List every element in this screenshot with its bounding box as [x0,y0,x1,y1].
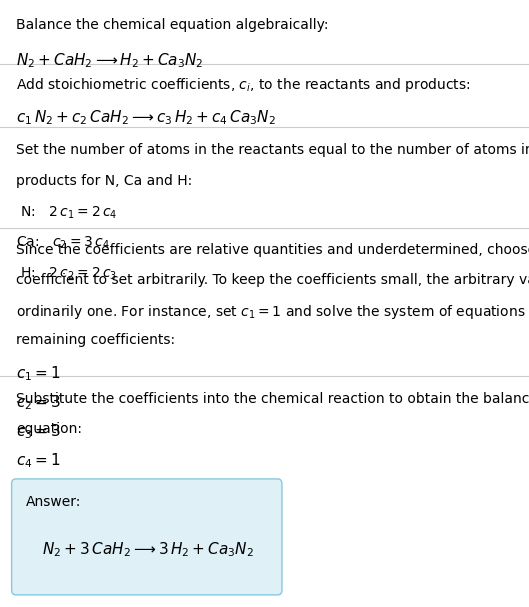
Text: Answer:: Answer: [25,495,81,509]
Text: Ca:   $c_2 = 3\,c_4$: Ca: $c_2 = 3\,c_4$ [16,235,110,251]
Text: $c_1 = 1$: $c_1 = 1$ [16,364,60,383]
Text: Set the number of atoms in the reactants equal to the number of atoms in the: Set the number of atoms in the reactants… [16,143,529,157]
Text: H:   $2\,c_2 = 2\,c_3$: H: $2\,c_2 = 2\,c_3$ [16,265,117,282]
FancyBboxPatch shape [12,479,282,595]
Text: $c_1\, N_2 + c_2\, CaH_2 \longrightarrow c_3\, H_2 + c_4\, Ca_3N_2$: $c_1\, N_2 + c_2\, CaH_2 \longrightarrow… [16,109,276,127]
Text: $c_3 = 3$: $c_3 = 3$ [16,422,61,441]
Text: coefficient to set arbitrarily. To keep the coefficients small, the arbitrary va: coefficient to set arbitrarily. To keep … [16,273,529,287]
Text: ordinarily one. For instance, set $c_1 = 1$ and solve the system of equations fo: ordinarily one. For instance, set $c_1 =… [16,303,529,321]
Text: N:   $2\,c_1 = 2\,c_4$: N: $2\,c_1 = 2\,c_4$ [16,205,117,222]
Text: Since the coefficients are relative quantities and underdetermined, choose a: Since the coefficients are relative quan… [16,243,529,257]
Text: remaining coefficients:: remaining coefficients: [16,333,175,347]
Text: $N_2 + 3\,CaH_2 \longrightarrow 3\,H_2 + Ca_3N_2$: $N_2 + 3\,CaH_2 \longrightarrow 3\,H_2 +… [42,540,254,559]
Text: Add stoichiometric coefficients, $c_i$, to the reactants and products:: Add stoichiometric coefficients, $c_i$, … [16,76,470,94]
Text: equation:: equation: [16,422,82,436]
Text: Balance the chemical equation algebraically:: Balance the chemical equation algebraica… [16,18,329,32]
Text: $N_2 + CaH_2 \longrightarrow H_2 + Ca_3N_2$: $N_2 + CaH_2 \longrightarrow H_2 + Ca_3N… [16,51,204,70]
Text: $c_2 = 3$: $c_2 = 3$ [16,393,61,412]
Text: products for N, Ca and H:: products for N, Ca and H: [16,174,192,188]
Text: Substitute the coefficients into the chemical reaction to obtain the balanced: Substitute the coefficients into the che… [16,392,529,405]
Text: $c_4 = 1$: $c_4 = 1$ [16,451,60,470]
